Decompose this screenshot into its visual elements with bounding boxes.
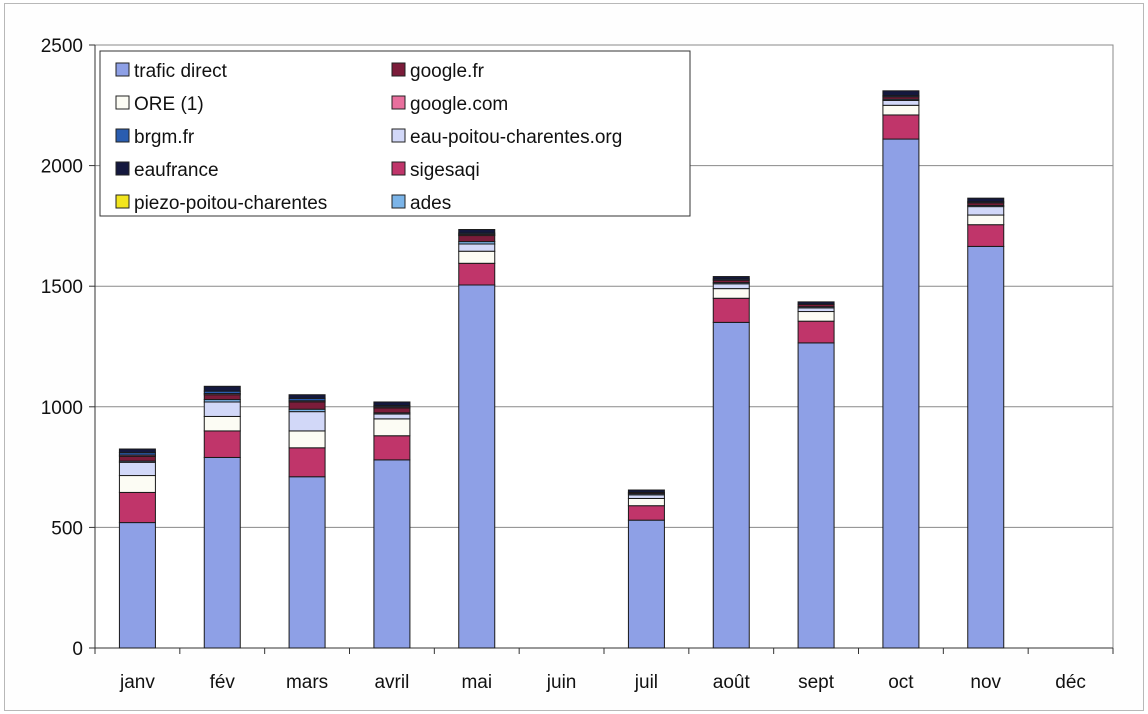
bar-segment xyxy=(373,435,411,461)
x-tick-label: août xyxy=(713,672,751,693)
bar-segment xyxy=(118,448,156,454)
legend-swatch xyxy=(391,62,406,77)
x-tick-label: sept xyxy=(798,672,835,693)
bar-segment xyxy=(203,385,241,392)
bar-segment xyxy=(373,401,411,407)
y-tick-label: 2500 xyxy=(41,36,83,57)
x-tick-label: fév xyxy=(210,672,236,693)
bar-segment xyxy=(967,197,1005,203)
bar-segment xyxy=(203,394,241,401)
bar-segment xyxy=(288,447,326,478)
bar-segment xyxy=(373,407,411,414)
x-tick-label: déc xyxy=(1055,672,1086,693)
legend-label: ORE (1) xyxy=(134,94,204,115)
bar-segment xyxy=(203,456,241,649)
bar-segment xyxy=(458,243,496,252)
legend-label: piezo-poitou-charentes xyxy=(134,193,327,214)
y-axis: 0 500 1000 1500 2000 2500 xyxy=(41,36,96,660)
bar-segment xyxy=(203,401,241,417)
legend-label: google.fr xyxy=(410,61,485,82)
legend-swatch xyxy=(115,62,130,77)
legend-label: ades xyxy=(410,193,451,214)
y-tick-label: 1500 xyxy=(41,277,83,298)
x-tick-label: oct xyxy=(888,672,914,693)
bar-segment xyxy=(882,114,920,140)
legend-swatch xyxy=(391,128,406,143)
bar-segment xyxy=(288,411,326,432)
x-tick-label: mai xyxy=(461,672,492,693)
bar-segment xyxy=(627,497,665,507)
bar-segment xyxy=(373,418,411,437)
legend-swatch xyxy=(115,161,130,176)
x-tick-label: mars xyxy=(286,672,328,693)
bar-segment xyxy=(712,276,750,280)
legend-swatch xyxy=(391,161,406,176)
y-tick-label: 1000 xyxy=(41,398,83,419)
bar-segment xyxy=(797,307,835,313)
bar-segment xyxy=(288,430,326,449)
bar-segment xyxy=(288,401,326,410)
legend-swatch xyxy=(115,128,130,143)
bar-segment xyxy=(882,104,920,116)
bar-segment xyxy=(458,284,496,649)
x-tick-label: janv xyxy=(119,672,155,693)
legend-swatch xyxy=(391,194,406,209)
legend-label: eaufrance xyxy=(134,160,219,181)
bar-segment xyxy=(627,489,665,493)
bar-segment xyxy=(967,224,1005,247)
legend-swatch xyxy=(391,95,406,110)
legend-label: google.com xyxy=(410,94,508,115)
y-tick-label: 0 xyxy=(72,639,83,660)
bar-segment xyxy=(882,90,920,97)
bar-segment xyxy=(203,415,241,432)
bar-segment xyxy=(712,288,750,299)
legend-swatch xyxy=(115,194,130,209)
bar-segment xyxy=(458,250,496,264)
bar-segment xyxy=(712,321,750,649)
bar-segment xyxy=(967,214,1005,226)
bar-segment xyxy=(882,99,920,106)
bar-segment xyxy=(118,491,156,524)
x-tick-label: nov xyxy=(970,672,1001,693)
bar-segment xyxy=(797,301,835,305)
bar-segment xyxy=(118,475,156,493)
bar-segment xyxy=(882,138,920,649)
bar-segment xyxy=(797,320,835,344)
legend-label: brgm.fr xyxy=(134,127,195,148)
legend: trafic direct google.fr ORE (1) google.com b… xyxy=(99,50,691,217)
bar-segment xyxy=(797,342,835,649)
bar-segment xyxy=(712,297,750,323)
bar-segment xyxy=(627,519,665,649)
bar-segment xyxy=(288,394,326,399)
bar-segment xyxy=(627,494,665,499)
bar-segment xyxy=(797,311,835,322)
x-axis: janv fév mars avril mai juin juil août sept oct no… xyxy=(94,647,1114,693)
x-tick-label: juil xyxy=(634,672,658,693)
bar-segment xyxy=(118,455,156,462)
bar-segment xyxy=(373,413,411,420)
bar-segment xyxy=(458,235,496,243)
x-tick-label: avril xyxy=(374,672,409,693)
bar-segment xyxy=(967,245,1005,649)
x-tick-label: juin xyxy=(546,672,577,693)
legend-label: sigesaqi xyxy=(410,160,480,181)
bar-segment xyxy=(203,430,241,458)
bar-segment xyxy=(712,283,750,290)
bar-segment xyxy=(967,206,1005,216)
bar-segment xyxy=(458,229,496,234)
bar-segment xyxy=(373,459,411,649)
bar-segment xyxy=(288,476,326,649)
y-tick-label: 500 xyxy=(51,518,83,539)
legend-label: eau-poitou-charentes.org xyxy=(410,127,622,148)
bar-segment xyxy=(118,522,156,649)
y-tick-label: 2000 xyxy=(41,157,83,178)
legend-swatch xyxy=(115,95,130,110)
legend-label: trafic direct xyxy=(134,61,228,82)
bars xyxy=(118,90,1005,649)
bar-segment xyxy=(118,461,156,477)
bar-segment xyxy=(627,505,665,521)
bar-segment xyxy=(458,262,496,286)
